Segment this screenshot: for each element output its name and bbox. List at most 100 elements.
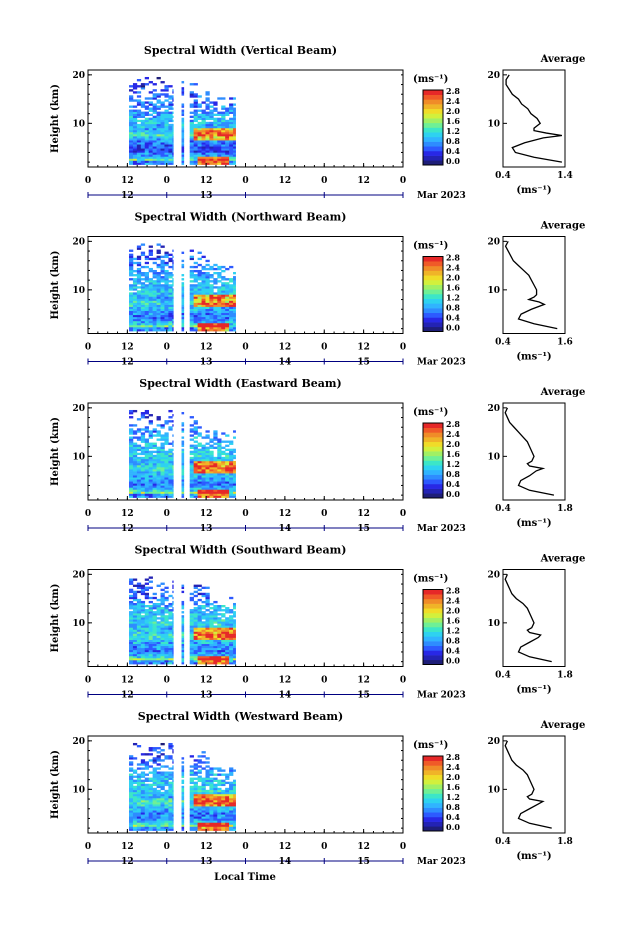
heatmap-cell (148, 600, 153, 604)
heatmap-cell (189, 160, 194, 163)
heatmap-cell (164, 148, 169, 151)
heatmap-cell (217, 619, 222, 622)
heatmap-cell (197, 310, 202, 314)
heatmap-cell (129, 653, 134, 657)
heatmap-cell (160, 302, 165, 305)
heatmap-cell (144, 113, 150, 116)
heatmap-cell (152, 775, 157, 778)
heatmap-cell (156, 117, 161, 121)
heatmap-cell (152, 107, 157, 110)
colorbar-tick-label: 1.2 (446, 626, 460, 636)
heatmap-cell (160, 791, 165, 795)
heatmap-cell (160, 276, 165, 279)
heatmap-cell (144, 594, 150, 598)
heatmap-cell (205, 282, 210, 285)
heatmap-cell (229, 781, 234, 785)
heatmap-cell (140, 316, 146, 320)
heatmap-cell (136, 282, 142, 285)
heatmap-cell (156, 759, 161, 762)
heatmap-cell (148, 479, 153, 482)
heatmap-cell (225, 607, 230, 610)
heatmap-cell (156, 290, 161, 293)
heatmap-cell (168, 643, 173, 647)
colorbar-swatch (423, 812, 443, 818)
heatmap-cell (136, 276, 142, 279)
x-tick-label: 0 (242, 343, 248, 353)
date-label: 13 (200, 857, 213, 867)
heatmap-cell (172, 306, 174, 309)
colorbar-swatch (423, 483, 443, 489)
heatmap-cell (132, 117, 138, 121)
heatmap-cell (156, 647, 161, 651)
heatmap-cell (181, 294, 185, 297)
heatmap-cell (160, 487, 165, 490)
heatmap-cell (129, 783, 134, 787)
heatmap-cell (148, 117, 153, 121)
heatmap-cell (156, 243, 161, 246)
heatmap-cell (201, 475, 206, 478)
heatmap-cell (233, 491, 236, 494)
heatmap-cell (201, 613, 206, 616)
x-tick-label: 0 (400, 509, 406, 519)
colorbar-swatch (423, 816, 443, 822)
heatmap-cell (213, 651, 218, 655)
heatmap-cell (136, 125, 142, 129)
heatmap-cell (168, 822, 173, 825)
y-tick-label: 10 (72, 452, 85, 462)
heatmap-cell (221, 619, 226, 622)
heatmap-cell (168, 493, 173, 496)
heatmap-cell (140, 462, 146, 466)
heatmap-cell (205, 660, 210, 663)
colorbar-swatch (423, 622, 443, 628)
heatmap-cell (164, 292, 169, 295)
heatmap-cell (221, 269, 226, 273)
heatmap-cell (201, 154, 206, 157)
heatmap-cell (144, 154, 150, 157)
heatmap-cell (229, 316, 234, 320)
heatmap-cell (152, 329, 157, 332)
heatmap-cell (164, 469, 169, 472)
heatmap-cell (193, 430, 198, 433)
heatmap-cell (181, 621, 185, 624)
heatmap-cell (144, 761, 150, 764)
heatmap-cell (221, 129, 226, 133)
heatmap-cell (229, 138, 234, 141)
panel-5: Spectral Width (Westward Beam)2010Height… (50, 710, 585, 867)
heatmap-cell (129, 409, 134, 413)
y-axis-label: Height (km) (50, 584, 61, 653)
heatmap-cell (156, 637, 161, 640)
heatmap-cell (172, 765, 174, 768)
heatmap-cell (144, 615, 150, 618)
heatmap-cell (140, 783, 146, 787)
heatmap-cell (152, 787, 157, 791)
heatmap-cell (144, 308, 150, 312)
heatmap-cell (189, 306, 194, 309)
heatmap-cell (164, 324, 169, 328)
heatmap-cell (201, 631, 206, 634)
heatmap-cell (225, 808, 230, 811)
heatmap-cell (233, 327, 236, 330)
heatmap-cell (129, 619, 134, 622)
heatmap-cell (164, 276, 169, 279)
heatmap-cell (172, 657, 174, 661)
colorbar-frame (422, 89, 444, 166)
heatmap-cell (225, 109, 230, 112)
heatmap-cell (193, 274, 198, 277)
heatmap-cell (225, 440, 230, 443)
heatmap-cell (201, 594, 206, 598)
heatmap-cell (181, 607, 185, 610)
heatmap-cell (205, 456, 210, 460)
heatmap-cell (140, 298, 146, 301)
heatmap-cell (189, 284, 194, 287)
heatmap-cell (129, 154, 134, 157)
heatmap-cell (209, 438, 214, 441)
heatmap-cell (217, 609, 222, 612)
heatmap-cell (225, 456, 230, 460)
heatmap-cell (144, 257, 150, 261)
heatmap-cell (205, 649, 210, 653)
heatmap-cell (140, 121, 146, 125)
heatmap-cell (213, 615, 218, 618)
x-tick-label: 12 (121, 842, 134, 852)
heatmap-cell (136, 653, 142, 657)
